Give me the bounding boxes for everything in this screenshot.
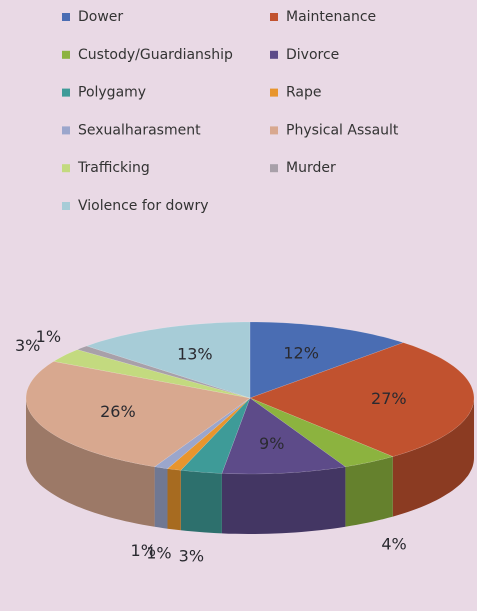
value-label: 3% [15,336,40,355]
slice [153,397,251,469]
slice-side [221,466,346,534]
slice [249,321,405,399]
value-label: 3% [179,547,204,566]
value-label: 1% [146,543,171,562]
value-label: 26% [100,402,136,421]
legend-swatch [270,88,278,97]
slice [180,397,251,474]
value-label: 13% [177,344,213,363]
legend-swatch [270,126,278,135]
legend-swatch [62,88,70,97]
value-label: 9% [259,434,284,453]
slice [249,342,475,457]
value-label: 1% [131,541,156,560]
legend-swatch [62,202,70,210]
legend-label: Rape [286,85,322,101]
slice [249,397,394,468]
legend-swatch [62,164,70,173]
slice-side [154,466,168,529]
legend-label: Maintenance [286,9,376,25]
legend-swatch [270,13,278,21]
legend-label: Physical Assault [286,122,399,138]
slice [25,361,251,468]
slice-side [180,470,222,534]
legend-label: Murder [286,160,336,176]
legend-label: Trafficking [77,160,150,176]
legend-swatch [62,50,70,59]
slice [53,349,251,399]
legend-label: Sexualharasment [78,122,201,138]
legend-swatch [62,126,70,135]
slice [85,321,251,399]
legend-swatch [62,13,70,21]
legend-swatch [270,50,278,59]
legend-label: Dower [78,9,123,25]
value-label: 12% [283,344,319,363]
slice-side [26,398,155,527]
legend-label: Violence for dowry [78,198,209,214]
value-label: 4% [381,535,406,554]
value-label: 27% [371,389,407,408]
slice-side [392,398,474,517]
legend-label: Polygamy [78,85,146,101]
legend-label: Divorce [286,47,339,63]
value-label: 1% [36,327,61,346]
slice-side [167,468,181,531]
legend-swatch [270,164,278,173]
slice-side [345,456,393,527]
slice [221,397,347,475]
legend-label: Custody/Guardianship [78,47,233,63]
